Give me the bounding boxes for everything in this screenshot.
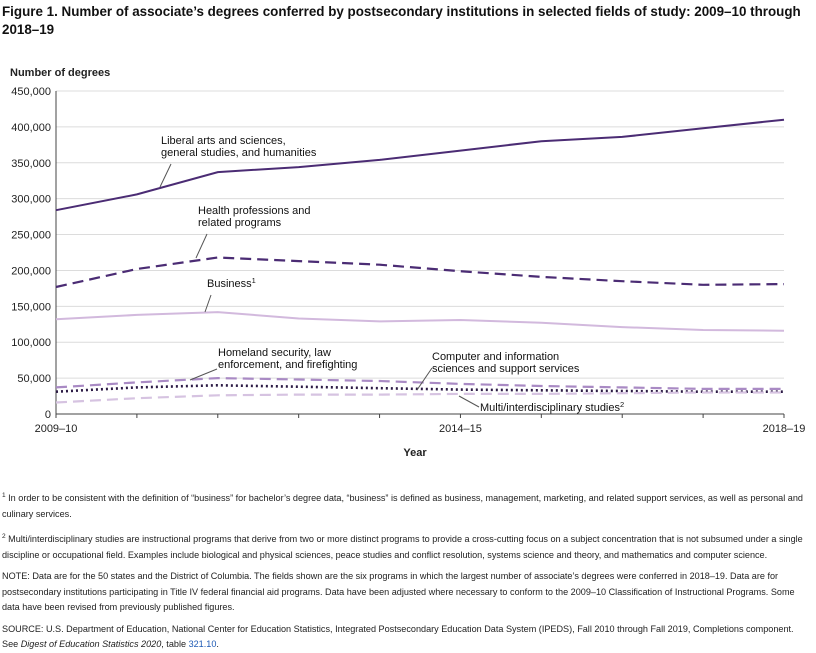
y-tick-label: 100,000 xyxy=(11,337,51,349)
y-tick-label: 250,000 xyxy=(11,230,51,242)
series-annotation-label: Computer and information sciences and sup… xyxy=(432,351,580,375)
figure-title: Figure 1. Number of associate’s degrees … xyxy=(2,4,801,37)
y-tick-label: 150,000 xyxy=(11,301,51,313)
annotation-leader-line xyxy=(458,395,480,408)
annotation-leader-line xyxy=(159,163,172,188)
series-line xyxy=(55,383,784,394)
annotation-leader-line xyxy=(204,294,212,313)
x-tick-label: 2009–10 xyxy=(35,423,78,435)
y-tick-label: 50,000 xyxy=(17,373,51,385)
source-table-prefix: , table xyxy=(161,639,189,650)
source-end: . xyxy=(216,639,219,650)
annotation-leader-line xyxy=(195,233,208,259)
y-tick-label: 400,000 xyxy=(11,122,51,134)
y-axis-title: Number of degrees xyxy=(10,67,110,79)
y-tick-label: 300,000 xyxy=(11,194,51,206)
y-tick-label: 0 xyxy=(45,409,51,421)
line-chart: 450,000 400,000 350,000 300,000 250,000 200,0… xyxy=(10,67,806,459)
series-annotation-label: Health professions and related programs xyxy=(198,205,311,229)
source-digest-title: Digest of Education Statistics 2020 xyxy=(20,639,162,650)
y-tick-label: 350,000 xyxy=(11,158,51,170)
footnote-2-mark: 2 xyxy=(2,533,6,541)
source-text: SOURCE: U.S. Department of Education, Na… xyxy=(2,622,812,653)
footnote-1-mark: 1 xyxy=(2,492,6,499)
series-annotation-label: Liberal arts and sciences, general studie… xyxy=(161,135,317,159)
footnote-2: 2 Multi/interdisciplinary studies are in… xyxy=(2,529,812,563)
series-line xyxy=(55,376,784,390)
footnote-1: 1 In order to be consistent with the def… xyxy=(2,488,812,522)
series-line xyxy=(55,118,785,212)
series-line xyxy=(55,391,784,404)
series-annotation-label: Business1 xyxy=(207,276,256,290)
series-annotation-label: Multi/interdisciplinary studies2 xyxy=(480,400,624,414)
y-tick-label: 200,000 xyxy=(11,265,51,277)
source-table-link[interactable]: 321.10 xyxy=(188,639,217,650)
footnotes: 1 In order to be consistent with the def… xyxy=(2,488,812,653)
x-tick-label: 2018–19 xyxy=(763,423,806,435)
note-text: NOTE: Data are for the 50 states and the… xyxy=(2,571,795,613)
footnote-2-text: Multi/interdisciplinary studies are inst… xyxy=(2,534,803,560)
x-axis-title: Year xyxy=(403,447,427,459)
x-tick-label: 2014–15 xyxy=(439,423,482,435)
y-tick-label: 450,000 xyxy=(11,86,51,98)
footnote-1-text: In order to be consistent with the defin… xyxy=(2,493,803,519)
annotation-leader-line xyxy=(189,368,218,381)
series-annotation-label: Homeland security, law enforcement, and f… xyxy=(218,347,357,371)
source-prefix: SOURCE: U.S. Department of Education, Na… xyxy=(2,623,794,650)
series-line xyxy=(55,256,785,289)
annotation-leader-line xyxy=(416,367,433,391)
series-line xyxy=(55,311,785,332)
